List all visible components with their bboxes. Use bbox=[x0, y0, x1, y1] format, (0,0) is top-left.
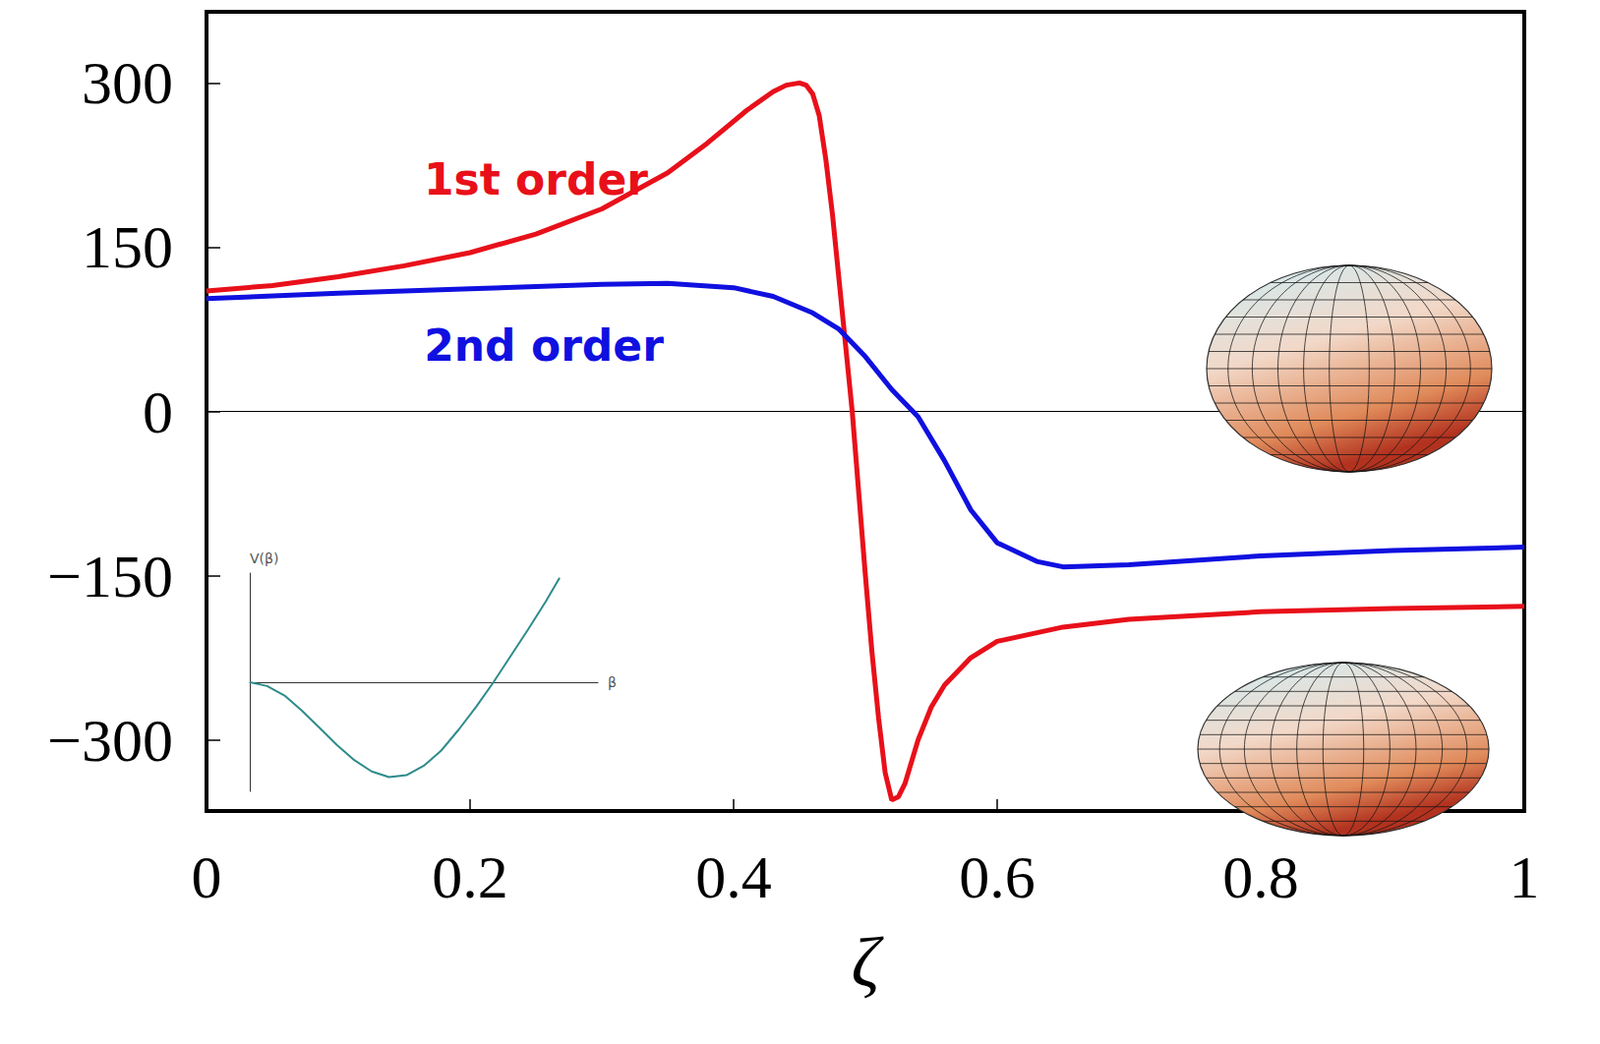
svg-text:0: 0 bbox=[142, 378, 174, 446]
svg-text:V(β): V(β) bbox=[249, 550, 279, 567]
svg-text:−300: −300 bbox=[47, 707, 174, 774]
svg-text:300: 300 bbox=[81, 49, 174, 117]
svg-text:0.6: 0.6 bbox=[958, 843, 1036, 911]
svg-text:0.4: 0.4 bbox=[695, 843, 772, 911]
svg-text:150: 150 bbox=[81, 213, 174, 281]
svg-text:ζ: ζ bbox=[850, 923, 885, 1003]
svg-text:2nd order: 2nd order bbox=[423, 320, 664, 371]
svg-text:0.8: 0.8 bbox=[1222, 843, 1300, 911]
svg-text:β: β bbox=[607, 674, 617, 691]
svg-text:1: 1 bbox=[1509, 843, 1541, 911]
svg-text:0.2: 0.2 bbox=[431, 843, 509, 911]
svg-text:−150: −150 bbox=[47, 542, 174, 610]
svg-text:1st order: 1st order bbox=[423, 154, 649, 205]
svg-text:0: 0 bbox=[191, 843, 223, 911]
